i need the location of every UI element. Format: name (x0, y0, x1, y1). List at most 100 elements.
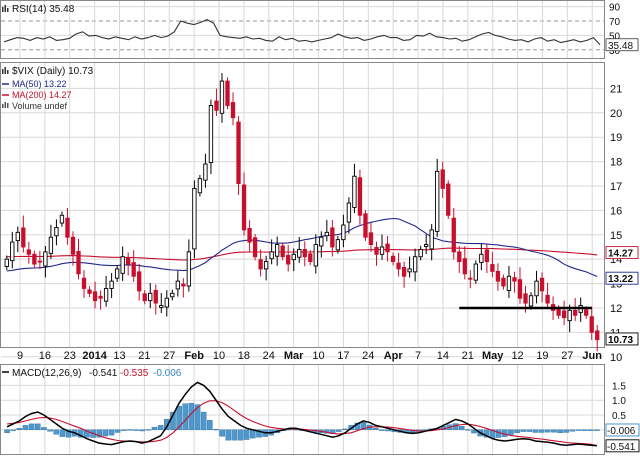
macd-panel-frame (0, 364, 605, 455)
candle-body (87, 289, 92, 294)
macd-histogram-bar (157, 425, 164, 430)
candle-body (523, 293, 528, 304)
macd-tick-label: 1.5 (612, 381, 626, 392)
macd-histogram-bar (84, 429, 90, 438)
candle-body (252, 237, 258, 258)
macd-histogram-bar (575, 429, 582, 431)
macd-histogram-bar (188, 402, 195, 431)
macd-histogram-bar (35, 423, 41, 431)
x-axis-label: 23 (64, 350, 76, 362)
rsi-legend-text: RSI(14) 35.48 (12, 4, 75, 15)
macd-legend-macd: -0.541 (89, 368, 118, 379)
candle-body (435, 170, 440, 232)
ma50-legend-text: MA(50) 13.22 (12, 79, 67, 89)
macd-histogram-bar (471, 429, 477, 434)
macd-histogram-bar (557, 429, 563, 433)
macd-histogram-bar (514, 429, 520, 433)
macd-histogram-bar (495, 429, 502, 438)
rsi-tick-label: 30 (609, 46, 621, 57)
candle-body (280, 245, 285, 258)
candle-body (4, 258, 9, 267)
candle-body (186, 251, 192, 287)
candle-body (10, 241, 15, 262)
candle-body (247, 227, 252, 243)
candle-body (126, 257, 131, 265)
price-legend-title: $VIX (Daily) 10.73 (12, 66, 94, 77)
candle-body (76, 250, 81, 275)
candle-body (385, 243, 390, 253)
candle-body (81, 277, 87, 289)
candle-body (506, 275, 512, 291)
macd-histogram-bar (250, 429, 256, 439)
candle-body (567, 309, 572, 322)
candle-body (462, 258, 467, 275)
candle-body (92, 291, 98, 302)
candle-body (512, 277, 517, 282)
candle-body (556, 308, 561, 316)
candle-body (208, 105, 214, 164)
macd-histogram-bar (594, 429, 600, 431)
price-tick-label: 19 (610, 132, 622, 144)
macd-histogram-bar (145, 429, 152, 431)
x-axis-label: 27 (163, 350, 175, 362)
macd-legend-prefix: MACD(12,26,9) (12, 368, 81, 379)
candle-body (15, 231, 20, 242)
macd-histogram-bar (563, 429, 569, 433)
candle-body (390, 255, 396, 263)
macd-histogram-bar (544, 429, 551, 433)
candle-body (26, 249, 31, 255)
price-tick-label: 18 (610, 157, 622, 169)
candle-body (335, 239, 341, 251)
price-tick-label: 15 (610, 230, 622, 242)
x-axis-label: May (482, 350, 504, 362)
ma50-last-badge (605, 271, 639, 285)
macd-legend-hist: -0.006 (153, 368, 182, 379)
candle-body (363, 213, 368, 238)
x-axis-label: 10 (312, 350, 324, 362)
x-axis-label: 7 (415, 350, 421, 362)
candle-body (479, 253, 484, 264)
candle-body (429, 229, 434, 250)
price-panel-frame (0, 62, 605, 348)
macd-hist-value: -0.006 (607, 426, 636, 437)
chart-logo-icon (2, 5, 9, 12)
macd-histogram-bar (200, 411, 207, 431)
macd-histogram-bar (133, 429, 139, 431)
candle-body (495, 270, 501, 282)
candle-body (263, 261, 269, 270)
candle-body (319, 236, 324, 247)
x-axis-label: 21 (138, 350, 150, 362)
candle-body (258, 259, 263, 270)
candle-body (352, 175, 357, 208)
candle-body (446, 183, 451, 216)
macd-histogram-bar (458, 426, 465, 430)
price-tick-label: 16 (610, 205, 622, 217)
x-axis-label: 12 (511, 350, 523, 362)
volume-legend-icon (2, 102, 9, 108)
candle-body (424, 244, 429, 247)
axis-layer: 9070503035.48212019181716151413121110916… (17, 3, 640, 453)
candle-body (517, 279, 523, 299)
candle-body (291, 253, 296, 261)
macd-histogram-bar (164, 418, 170, 431)
chart-logo-icon (2, 67, 9, 74)
macd-histogram-bar (182, 403, 189, 431)
candle-body (573, 309, 578, 316)
candle-body (21, 227, 26, 248)
price-tick-label: 17 (610, 181, 622, 193)
macd-histogram-bar (65, 429, 72, 438)
macd-tick-label: 0.5 (612, 411, 626, 422)
rsi-tick-label: 70 (609, 17, 621, 28)
x-axis-label: 2014 (82, 350, 107, 362)
candle-body (275, 244, 280, 257)
candle-body (103, 287, 109, 302)
x-axis-label: Feb (184, 350, 204, 362)
candle-body (528, 295, 534, 307)
macd-histogram-bar (139, 429, 146, 432)
macd-histogram-bar (22, 425, 29, 430)
candle-body (120, 256, 125, 274)
macd-histogram-bar (16, 428, 23, 431)
candle-body (70, 236, 76, 255)
x-axis-label: 14 (437, 350, 449, 362)
